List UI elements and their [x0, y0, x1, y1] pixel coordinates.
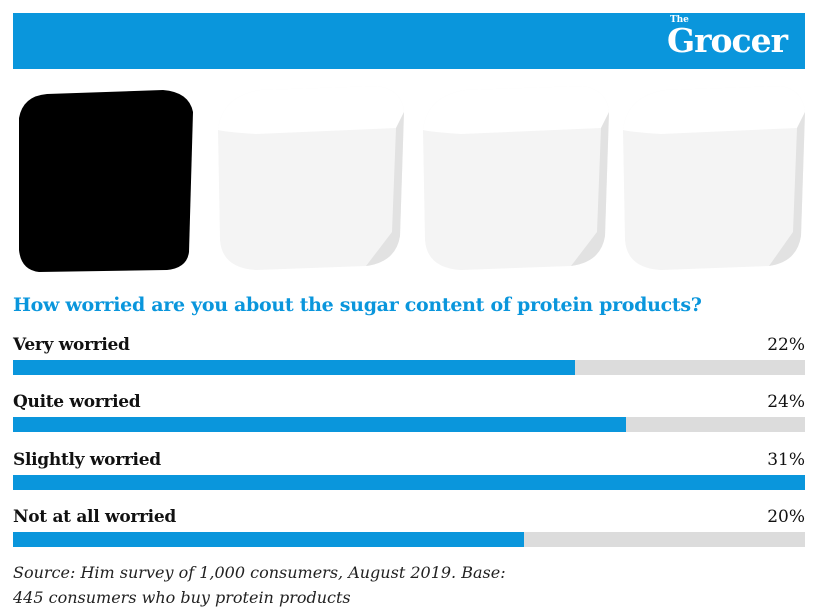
sugar-cube-icon-white-2	[423, 86, 609, 270]
category-label: Quite worried	[13, 392, 141, 412]
bar	[13, 532, 524, 547]
sugar-cube-icon-white-1	[218, 86, 404, 270]
value-label: 24%	[767, 392, 805, 412]
bar	[13, 475, 805, 490]
value-label: 22%	[767, 335, 805, 355]
value-label: 20%	[767, 507, 805, 527]
category-label: Very worried	[13, 335, 130, 355]
source-line-1: Source: Him survey of 1,000 consumers, A…	[13, 563, 506, 582]
bar-track	[13, 417, 805, 432]
sugar-cubes-illustration	[13, 82, 805, 274]
bar	[13, 417, 626, 432]
bar-row-very-worried: Very worried 22%	[13, 335, 805, 379]
bar	[13, 360, 575, 375]
source-line-2: 445 consumers who buy protein products	[13, 588, 351, 607]
chart-title: How worried are you about the sugar cont…	[13, 294, 702, 316]
bar-track	[13, 360, 805, 375]
sugar-cube-icon-white-3	[623, 86, 805, 270]
logo-small-text: The	[669, 15, 689, 25]
bar-row-quite-worried: Quite worried 24%	[13, 392, 805, 436]
bar-track	[13, 532, 805, 547]
category-label: Slightly worried	[13, 450, 161, 470]
bar-track	[13, 475, 805, 490]
value-label: 31%	[767, 450, 805, 470]
category-label: Not at all worried	[13, 507, 176, 527]
sugar-cube-icon-black	[19, 90, 193, 272]
bar-row-not-at-all-worried: Not at all worried 20%	[13, 507, 805, 551]
logo-text: Grocer	[666, 21, 788, 60]
the-grocer-logo: The Grocer	[666, 15, 788, 61]
header-bar: The Grocer	[13, 13, 805, 69]
source-note: Source: Him survey of 1,000 consumers, A…	[13, 560, 793, 610]
bar-row-slightly-worried: Slightly worried 31%	[13, 450, 805, 494]
